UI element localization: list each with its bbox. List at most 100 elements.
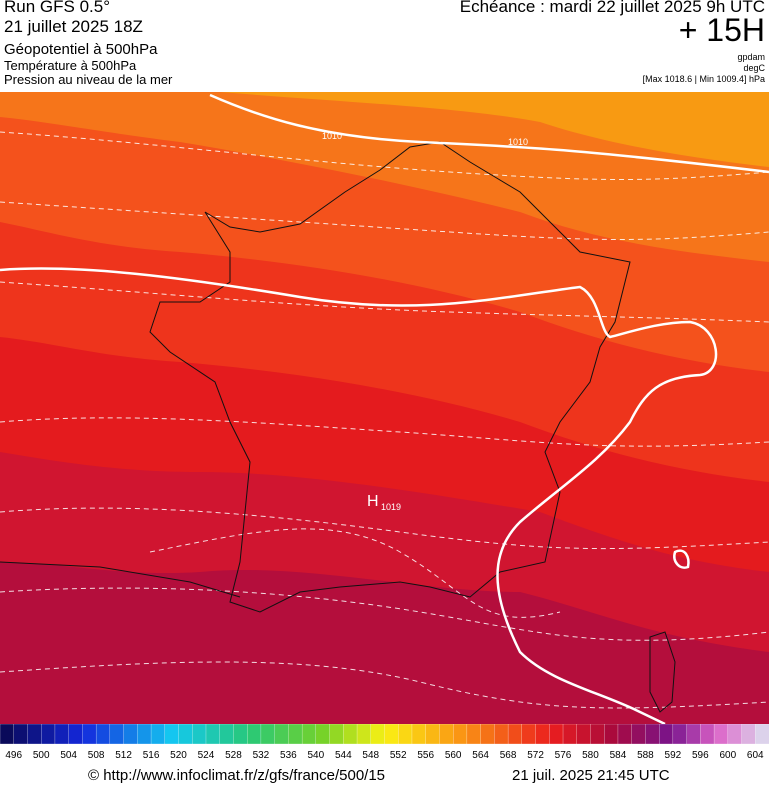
colorbar-label: 496 — [5, 750, 22, 761]
colorbar-label: 556 — [417, 750, 434, 761]
swatch — [576, 724, 592, 745]
swatch — [590, 724, 605, 745]
colorbar-label: 540 — [307, 750, 324, 761]
swatch — [686, 724, 701, 745]
swatch — [343, 724, 358, 745]
high-marker: H — [367, 493, 379, 510]
colorbar-label: 564 — [472, 750, 489, 761]
swatch — [604, 724, 619, 745]
swatch — [521, 724, 537, 745]
swatch — [315, 724, 331, 745]
swatch — [13, 724, 29, 745]
colorbar-label: 524 — [198, 750, 215, 761]
colorbar-label: 544 — [335, 750, 352, 761]
colorbar-label: 572 — [527, 750, 544, 761]
swatch — [466, 724, 482, 745]
colorbar-label: 600 — [719, 750, 736, 761]
run-date: 21 juillet 2025 18Z — [4, 17, 143, 36]
unit: [Max 1018.6 | Min 1009.4] hPa — [642, 74, 765, 84]
colorbar-label: 560 — [445, 750, 462, 761]
band — [0, 92, 769, 262]
swatch — [301, 724, 317, 745]
swatch — [700, 724, 715, 745]
swatch — [713, 724, 729, 745]
colorbar-label: 536 — [280, 750, 297, 761]
colorbar-label: 592 — [665, 750, 682, 761]
colorbar-label: 552 — [390, 750, 407, 761]
swatch — [755, 724, 769, 745]
swatch — [274, 724, 290, 745]
swatch — [727, 724, 743, 745]
swatch — [41, 724, 56, 745]
field: Géopotentiel à 500hPa — [4, 41, 158, 58]
colorbar-label: 512 — [115, 750, 132, 761]
swatch — [439, 724, 454, 745]
swatch — [247, 724, 262, 745]
swatch — [109, 724, 125, 745]
colorbar-label: 528 — [225, 750, 242, 761]
swatch — [658, 724, 674, 745]
swatch — [150, 724, 166, 745]
field: Pression au niveau de la mer — [4, 72, 173, 87]
swatch — [233, 724, 248, 745]
source-url: © http://www.infoclimat.fr/z/gfs/france/… — [88, 767, 386, 784]
swatch — [453, 724, 468, 745]
colorbar-label: 520 — [170, 750, 187, 761]
swatch — [329, 724, 344, 745]
swatch — [137, 724, 152, 745]
swatch — [27, 724, 42, 745]
unit: degC — [743, 63, 765, 73]
run: Run GFS 0.5° — [4, 0, 111, 16]
swatch — [480, 724, 496, 745]
colorbar-label: 568 — [500, 750, 517, 761]
swatch — [507, 724, 523, 745]
swatch — [356, 724, 372, 745]
swatch — [494, 724, 509, 745]
isobars — [0, 93, 769, 724]
swatch — [123, 724, 138, 745]
valid-time: Echéance : mardi 22 juillet 2025 9h UTC — [459, 0, 765, 16]
swatch — [741, 724, 756, 745]
coastline — [0, 141, 676, 713]
timestamp: 21 juil. 2025 21:45 UTC — [512, 767, 670, 784]
lead-time: + 15H — [678, 12, 765, 48]
swatch — [164, 724, 180, 745]
swatch — [631, 724, 647, 745]
map: 1010 1010 H 1019 — [0, 92, 769, 724]
colorbar-label: 532 — [253, 750, 270, 761]
band — [220, 92, 769, 167]
swatch — [370, 724, 386, 745]
swatch — [411, 724, 427, 745]
swatch — [0, 724, 15, 745]
swatch — [68, 724, 84, 745]
swatch — [82, 724, 97, 745]
swatch — [384, 724, 399, 745]
colorbar-label: 548 — [362, 750, 379, 761]
isobar-label: 1010 — [508, 137, 528, 147]
swatch — [205, 724, 221, 745]
colorbar-label: 580 — [582, 750, 599, 761]
swatch — [617, 724, 633, 745]
unit: gpdam — [737, 52, 765, 62]
swatch — [192, 724, 207, 745]
colorbar-label: 516 — [143, 750, 160, 761]
colorbar-label: 596 — [692, 750, 709, 761]
colorbar-label: 508 — [88, 750, 105, 761]
colorbar-label: 576 — [555, 750, 572, 761]
swatch — [562, 724, 578, 745]
high-value: 1019 — [381, 502, 401, 512]
colorbar: 496 500 504 508 512 516 520 524 528 532 536 540 544 5… — [0, 724, 769, 761]
swatch — [398, 724, 413, 745]
colorbar-label: 604 — [747, 750, 764, 761]
swatch — [549, 724, 564, 745]
colorbar-label: 584 — [610, 750, 627, 761]
swatch — [54, 724, 70, 745]
swatch — [288, 724, 303, 745]
colorbar-label: 504 — [60, 750, 77, 761]
swatch — [672, 724, 688, 745]
swatch — [425, 724, 441, 745]
swatch — [219, 724, 235, 745]
colorbar-label: 588 — [637, 750, 654, 761]
isobar-label: 1010 — [322, 131, 342, 141]
